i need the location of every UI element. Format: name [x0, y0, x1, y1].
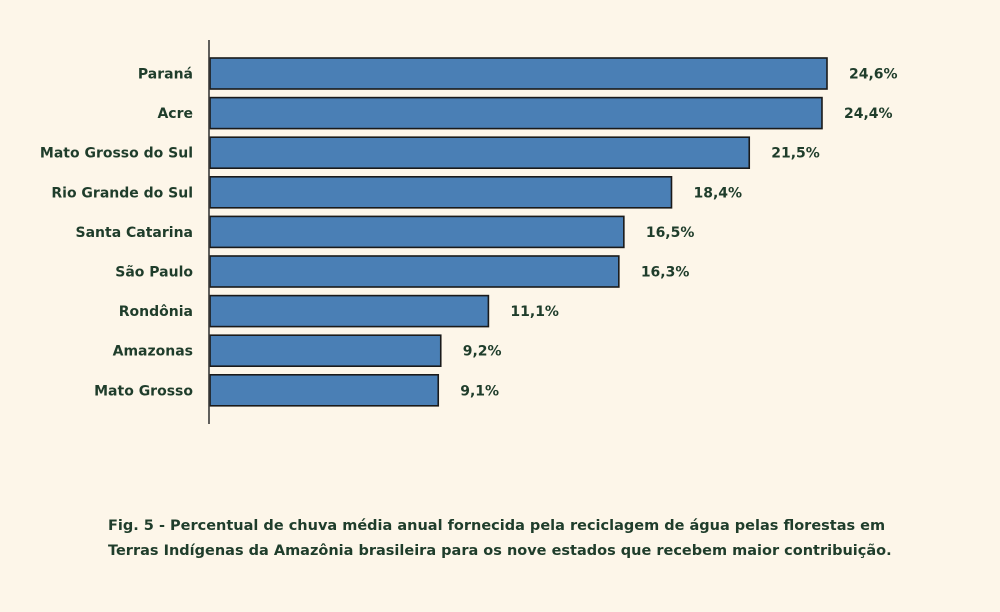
category-label-5: São Paulo — [115, 265, 193, 281]
value-label-7: 9,2% — [463, 344, 502, 360]
value-label-1: 24,4% — [844, 106, 893, 122]
bar-5 — [209, 255, 620, 288]
bar-chart: Paraná Acre Mato Grosso do Sul Rio Grande d… — [40, 40, 898, 424]
value-label-2: 21,5% — [771, 146, 820, 162]
value-label-6: 11,1% — [510, 304, 559, 320]
category-label-0: Paraná — [138, 67, 193, 83]
value-label-5: 16,3% — [641, 265, 690, 281]
caption-line-2: Terras Indígenas da Amazônia brasileira … — [108, 543, 892, 559]
bar-8 — [209, 373, 440, 407]
category-label-3: Rio Grande do Sul — [51, 185, 193, 201]
bar-2 — [209, 136, 751, 169]
value-label-3: 18,4% — [693, 185, 742, 201]
value-label-0: 24,6% — [849, 67, 898, 83]
bar-6 — [209, 294, 490, 328]
value-labels-group: 24,6% 24,4% 21,5% 18,4% 16,5% 16,3% 11,1% 9,2% 9… — [460, 67, 897, 400]
category-label-2: Mato Grosso do Sul — [40, 146, 193, 162]
bars-group — [209, 57, 828, 407]
category-label-1: Acre — [157, 106, 193, 122]
category-label-4: Santa Catarina — [76, 225, 194, 241]
bar-4 — [209, 215, 625, 249]
bar-7 — [209, 334, 442, 368]
value-label-8: 9,1% — [460, 383, 499, 399]
bar-3 — [209, 176, 673, 209]
value-label-4: 16,5% — [646, 225, 695, 241]
caption-line-1: Fig. 5 - Percentual de chuva média anual… — [108, 518, 886, 534]
category-label-8: Mato Grosso — [94, 383, 193, 399]
category-label-6: Rondônia — [119, 304, 193, 320]
bar-0 — [209, 57, 828, 90]
bar-1 — [209, 96, 823, 130]
figure-caption: Fig. 5 - Percentual de chuva média anual… — [108, 514, 908, 564]
category-labels-group: Paraná Acre Mato Grosso do Sul Rio Grande d… — [40, 67, 193, 400]
category-label-7: Amazonas — [113, 344, 193, 360]
